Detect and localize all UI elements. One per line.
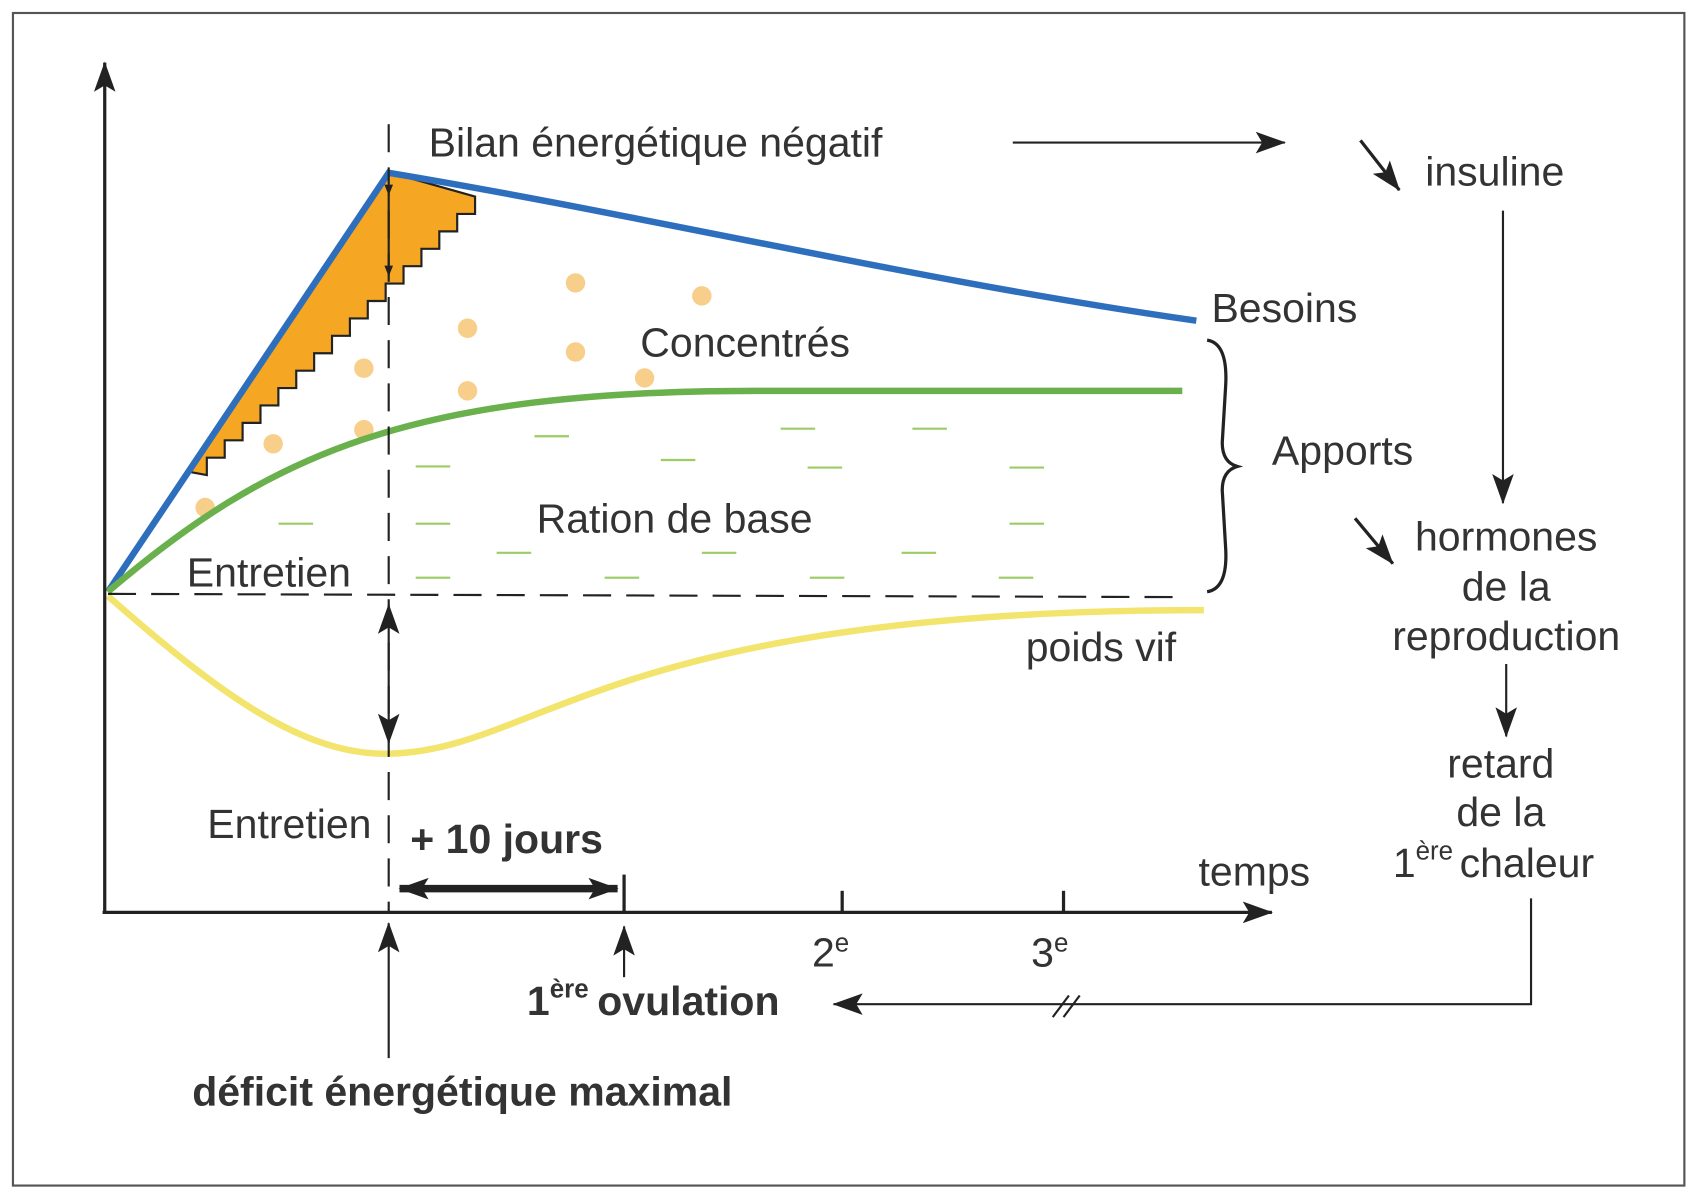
- label: 1ère ovulation: [527, 976, 780, 1024]
- label: insuline: [1425, 149, 1564, 195]
- label: hormones: [1415, 514, 1597, 560]
- concentrate-dot: [457, 381, 478, 401]
- label: Entretien: [207, 801, 371, 847]
- label: Apports: [1272, 427, 1413, 473]
- label: ère: [1416, 837, 1453, 865]
- besoins-curve: [105, 169, 1197, 594]
- concentrate-dot: [565, 273, 586, 293]
- label: Concentrés: [640, 319, 850, 365]
- concentrate-dot: [457, 318, 478, 338]
- guides: [107, 124, 1533, 1059]
- label: Ration de base: [537, 495, 813, 541]
- label: 1ère chaleur: [1393, 837, 1594, 885]
- label: ovulation: [597, 978, 779, 1024]
- label: chaleur: [1460, 840, 1595, 886]
- shapes: [105, 169, 1204, 757]
- label: 1: [1393, 840, 1416, 886]
- label: 3e: [1031, 929, 1068, 975]
- label: Bilan énergétique négatif: [429, 120, 883, 166]
- label: reproduction: [1392, 613, 1620, 659]
- label: temps: [1198, 848, 1310, 894]
- label: 3: [1031, 929, 1054, 975]
- label: 2e: [812, 929, 849, 975]
- label: Entretien: [187, 549, 351, 595]
- deficit-area: [187, 171, 477, 477]
- label: déficit énergétique maximal: [192, 1069, 732, 1115]
- label: de la: [1456, 789, 1545, 835]
- label: poids vif: [1026, 624, 1177, 670]
- poids-vif-curve: [105, 593, 1204, 757]
- label: e: [1054, 929, 1068, 957]
- label: de la: [1462, 563, 1551, 609]
- apports-curve: [105, 387, 1183, 595]
- concentrate-dot: [263, 434, 283, 454]
- axes: [93, 61, 1273, 924]
- label: e: [835, 929, 849, 957]
- concentrate-dot: [634, 368, 655, 388]
- concentrate-dot: [354, 358, 374, 378]
- concentrate-dot: [692, 286, 712, 306]
- frame: [11, 11, 1686, 1187]
- concentrate-dot: [565, 342, 586, 362]
- label: Besoins: [1211, 285, 1357, 331]
- label: 2: [812, 929, 835, 975]
- label: + 10 jours: [410, 816, 603, 862]
- label: retard: [1447, 740, 1554, 786]
- label: 1: [527, 978, 550, 1024]
- label: ère: [550, 976, 589, 1004]
